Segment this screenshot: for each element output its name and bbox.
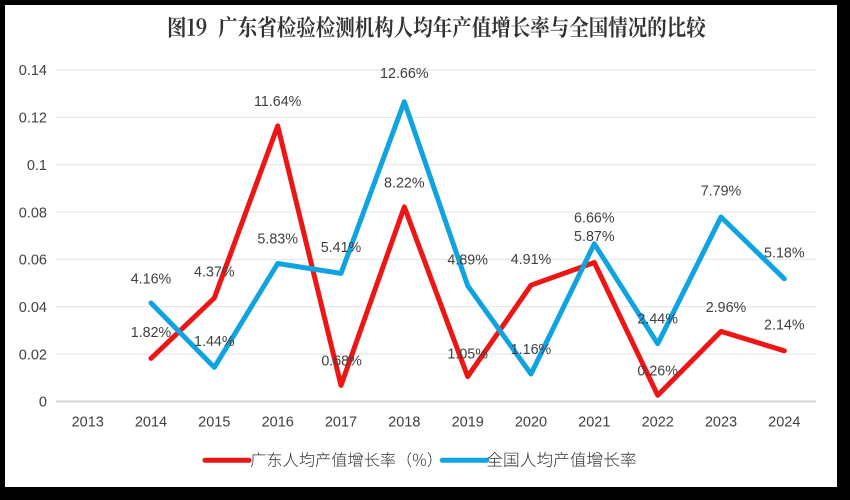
svg-text:2.14%: 2.14% — [764, 317, 805, 333]
svg-text:12.66%: 12.66% — [380, 66, 429, 82]
svg-text:2021: 2021 — [578, 414, 610, 430]
svg-text:4.16%: 4.16% — [131, 272, 172, 288]
svg-text:2.96%: 2.96% — [706, 300, 747, 316]
svg-text:0.1: 0.1 — [27, 158, 47, 174]
svg-text:5.18%: 5.18% — [764, 245, 805, 261]
svg-text:4.37%: 4.37% — [194, 265, 235, 281]
svg-text:11.64%: 11.64% — [254, 94, 302, 110]
svg-text:0.14: 0.14 — [19, 63, 47, 79]
svg-text:0.68%: 0.68% — [321, 354, 362, 370]
svg-text:1.82%: 1.82% — [131, 325, 172, 341]
svg-text:2018: 2018 — [388, 414, 420, 430]
svg-text:0: 0 — [39, 395, 47, 411]
svg-text:2015: 2015 — [198, 414, 230, 430]
svg-text:1.05%: 1.05% — [447, 347, 488, 363]
svg-text:2014: 2014 — [135, 414, 167, 430]
svg-text:0.26%: 0.26% — [637, 363, 678, 379]
svg-text:0.02: 0.02 — [19, 347, 47, 363]
svg-text:1.44%: 1.44% — [194, 334, 235, 350]
svg-text:2022: 2022 — [642, 414, 674, 430]
svg-text:5.41%: 5.41% — [321, 240, 362, 256]
svg-text:2023: 2023 — [705, 414, 737, 430]
svg-text:2016: 2016 — [262, 414, 294, 430]
svg-text:4.91%: 4.91% — [511, 252, 552, 268]
svg-text:8.22%: 8.22% — [384, 175, 425, 191]
svg-text:0.04: 0.04 — [19, 300, 47, 316]
svg-text:0.08: 0.08 — [19, 205, 47, 221]
svg-text:2.44%: 2.44% — [637, 311, 678, 327]
svg-text:2013: 2013 — [72, 414, 104, 430]
svg-text:6.66%: 6.66% — [574, 210, 615, 226]
svg-text:1.16%: 1.16% — [511, 342, 552, 358]
svg-text:4.89%: 4.89% — [447, 252, 488, 268]
svg-text:5.87%: 5.87% — [574, 229, 615, 245]
svg-text:2017: 2017 — [325, 414, 357, 430]
svg-text:0.06: 0.06 — [19, 253, 47, 269]
svg-text:2024: 2024 — [768, 414, 800, 430]
svg-text:7.79%: 7.79% — [701, 184, 742, 200]
svg-text:2019: 2019 — [452, 414, 484, 430]
svg-text:0.12: 0.12 — [19, 111, 47, 127]
svg-text:5.83%: 5.83% — [257, 232, 298, 248]
svg-text:2020: 2020 — [515, 414, 547, 430]
